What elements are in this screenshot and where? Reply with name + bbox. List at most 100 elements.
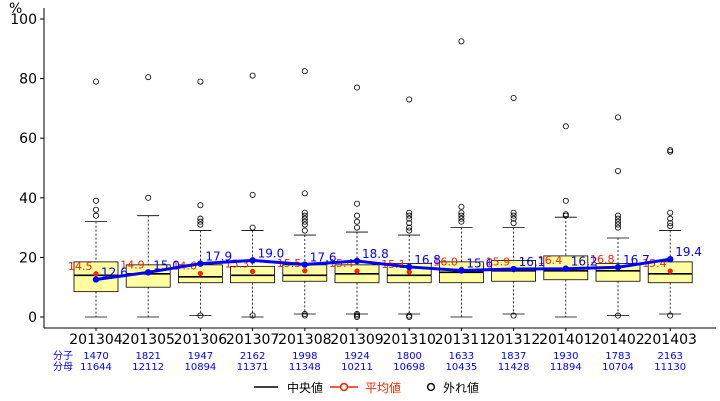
outlier-point [458,218,465,225]
x-tick-label: 201305 [121,332,174,348]
numerator-value: 1947 [188,351,213,362]
outlier-point [249,72,256,79]
legend-mean-label: 平均値 [365,380,401,395]
overall-rate-point [406,263,413,271]
outlier-point [667,223,674,230]
numerator-row-label: 分子 [53,350,73,362]
overall-rate-point [614,264,622,271]
outlier-point [458,203,465,210]
denominator-value: 11371 [237,362,269,373]
outlier-point [458,209,465,216]
outlier-point [249,224,256,231]
outlier-point [353,84,360,91]
denominator-value: 10894 [184,362,216,373]
overall-rate-label: 18.8 [362,247,389,261]
y-tick-label: 40 [19,191,37,207]
y-tick-label: 0 [28,310,37,326]
y-tick-label: 100 [10,12,37,28]
mean-label: 15.9 [486,256,511,269]
denominator-value: 12112 [132,362,164,373]
x-tick-label: 201401 [539,332,592,348]
x-tick-label: 201306 [174,332,228,348]
outlier-point [615,212,622,219]
outlier-point [510,312,517,319]
y-tick-label: 80 [19,72,37,88]
denominator-value: 10211 [341,362,373,373]
outlier-point [667,312,674,319]
outlier-point [667,209,674,216]
outlier-point [406,224,413,231]
overall-rate-label: 12.6 [101,265,128,279]
mean-point [197,270,204,277]
outlier-point [93,197,100,204]
overall-rate-label: 16.7 [623,253,650,267]
outlier-point [510,215,517,222]
outlier-point [615,221,622,228]
overall-rate-point [249,257,256,264]
overall-rate-label: 19.4 [675,245,702,259]
numerator-value: 1998 [292,351,317,362]
numerator-value: 1783 [605,351,630,362]
outlier-point [249,191,256,198]
outlier-point [562,123,569,130]
outlier-point [301,311,308,318]
outlier-point [510,212,517,219]
outlier-point [353,218,360,225]
mean-point [249,268,256,275]
outlier-point [301,190,308,197]
overall-rate-label: 16.8 [414,253,441,267]
outlier-point [406,312,413,319]
outlier-point [353,311,360,318]
overall-rate-label: 16.2 [571,255,598,269]
outlier-point [562,197,569,204]
numerator-value: 1821 [135,351,160,362]
legend-median-label: 中央値 [287,380,323,395]
outlier-point [197,312,204,319]
mean-label: 16.8 [590,253,615,266]
denominator-row-label: 分母 [53,361,73,373]
numerator-value: 1930 [553,351,578,362]
outlier-point [615,114,622,121]
y-unit-label: % [9,1,22,17]
x-tick-label: 201310 [382,332,435,348]
mean-point [667,268,673,274]
outlier-point [615,218,622,225]
denominator-value: 10698 [393,362,425,373]
denominator-value: 11428 [498,362,530,373]
mean-point [354,268,360,274]
denominator-value: 11130 [654,362,686,373]
outlier-point [458,212,465,219]
numerator-value: 1924 [344,351,369,362]
overall-rate-point [667,255,674,263]
mean-point [406,269,412,275]
denominator-value: 10435 [445,362,477,373]
y-tick-label: 20 [19,250,37,266]
outlier-point [615,167,622,174]
overall-rate-label: 19.0 [258,246,285,260]
x-tick-label: 201312 [487,332,540,348]
legend-outlier-label: 外れ値 [443,380,479,395]
outlier-point [667,220,674,227]
outlier-point [145,194,152,201]
outlier-point [93,212,100,219]
mean-label: 14.9 [120,259,145,272]
numerator-value: 1470 [83,351,108,362]
outlier-point [93,206,100,213]
numerator-value: 2162 [240,351,265,362]
outlier-point [510,209,517,216]
outlier-point [301,227,308,234]
outlier-point [406,209,413,216]
outlier-point [510,94,517,101]
outlier-point [353,212,360,219]
outlier-point [197,78,204,85]
outlier-point [406,212,413,219]
outlier-point [406,215,413,222]
outlier-point [667,147,674,154]
mean-label: 16.4 [538,254,563,267]
denominator-value: 10704 [602,362,634,373]
mean-point [93,271,99,277]
outlier-point [406,96,413,103]
outlier-point [301,218,308,225]
x-tick-label: 201304 [69,332,123,348]
